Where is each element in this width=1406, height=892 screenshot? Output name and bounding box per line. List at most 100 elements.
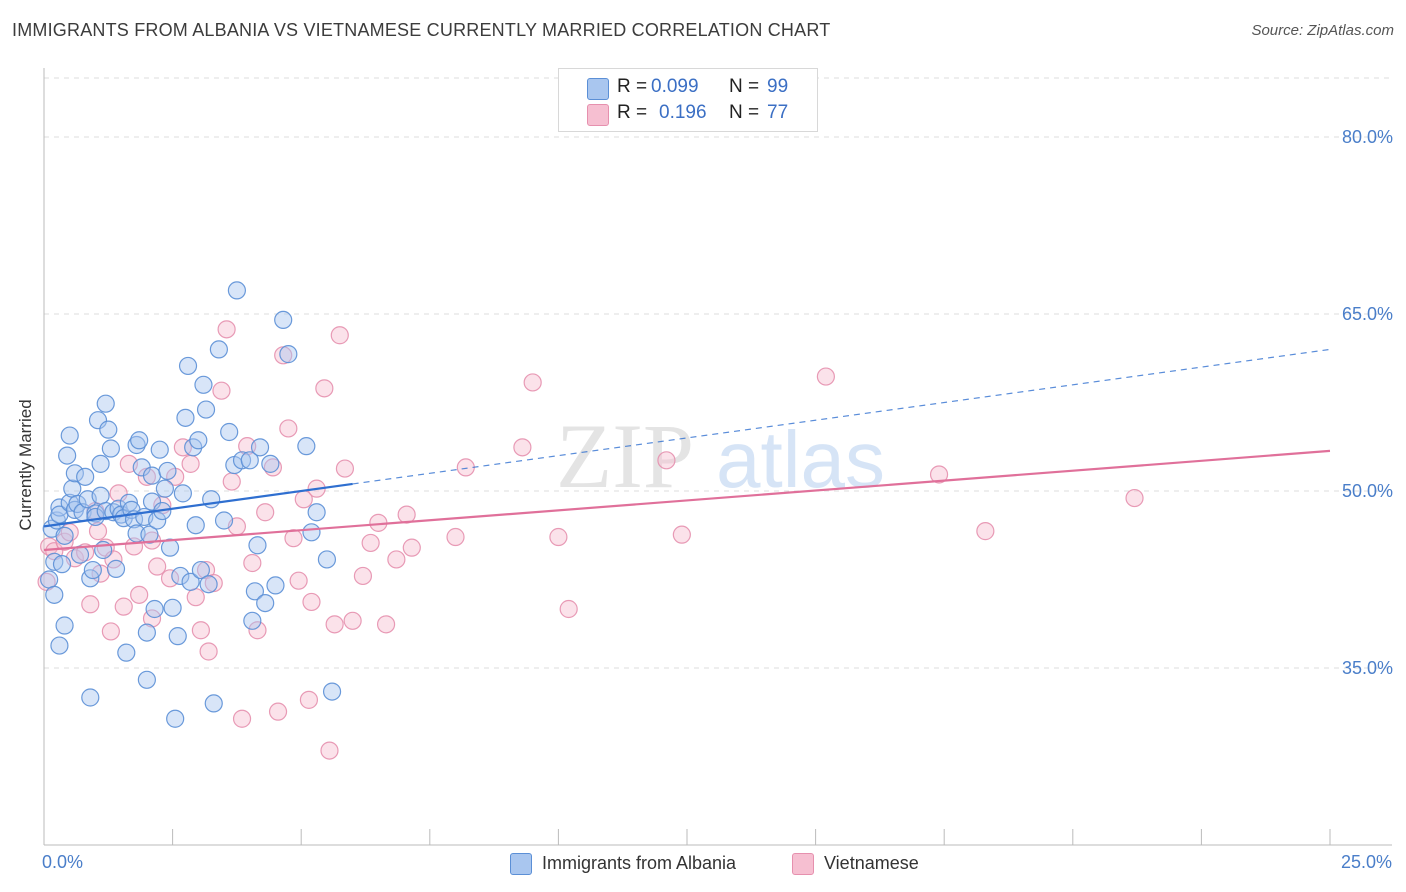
y-tick-label: 80.0% (1342, 127, 1393, 147)
vietnamese-point (88, 522, 108, 541)
albania-point (130, 431, 149, 450)
albania-point (155, 479, 174, 498)
legend-swatch-vietnamese (587, 104, 609, 126)
albania-point (307, 503, 326, 522)
albania-point (127, 435, 146, 455)
x-tick-label-min: 0.0% (42, 852, 84, 872)
y-axis-title-wrap: Currently Married (16, 399, 36, 530)
vietnamese-point (816, 367, 835, 386)
watermark-zip: ZIP (556, 405, 694, 507)
albania-point (176, 408, 195, 427)
vietnamese-point (402, 538, 421, 557)
vietnamese-point (279, 419, 298, 438)
vietnamese-point (248, 621, 267, 640)
albania-point (91, 454, 110, 473)
albania-point (171, 566, 190, 586)
legend-n-value-albania: 99 (767, 76, 789, 97)
albania-point (40, 570, 59, 589)
albania-point (240, 451, 259, 470)
bottom-legend-label-vietnamese: Vietnamese (824, 853, 919, 873)
trend-lines (43, 348, 1331, 552)
albania-point (196, 400, 216, 419)
albania-point (227, 281, 246, 300)
albania-point (83, 560, 102, 580)
albania-point (55, 616, 74, 635)
albania-point (160, 538, 180, 557)
albania-point (106, 559, 126, 578)
vietnamese-point (315, 379, 334, 398)
vietnamese-point (929, 465, 949, 484)
vietnamese-point (523, 373, 542, 392)
albania-point (250, 438, 270, 457)
vietnamese-point (672, 525, 691, 544)
vietnamese-point (976, 522, 995, 541)
y-axis-title: Currently Married (16, 399, 35, 531)
albania-point (191, 560, 210, 580)
axes (43, 68, 1392, 846)
legend-r-label: R = (617, 102, 648, 123)
x-tick-label-max: 25.0% (1340, 852, 1392, 872)
albania-point (50, 498, 69, 517)
vietnamese-point (101, 622, 120, 641)
albania-point (274, 310, 293, 329)
albania-point (119, 493, 138, 512)
albania-trend-line (43, 482, 353, 528)
albania-point (261, 454, 280, 473)
albania-point (55, 526, 74, 545)
albania-point (76, 467, 95, 486)
legend-r-label: R = (617, 76, 648, 97)
vietnamese-point (657, 451, 676, 470)
albania-point (60, 426, 79, 445)
vietnamese-point (186, 588, 205, 607)
vietnamese-point (456, 458, 475, 477)
vietnamese-point (376, 615, 396, 634)
vietnamese-point (335, 459, 355, 478)
albania-point (166, 709, 185, 728)
albania-point (279, 345, 298, 364)
albania-point (142, 466, 162, 485)
vietnamese-points (37, 320, 1144, 760)
vietnamese-point (361, 533, 380, 553)
albania-point (145, 599, 164, 619)
chart-title: IMMIGRANTS FROM ALBANIA VS VIETNAMESE CU… (12, 20, 831, 40)
albania-point (178, 356, 198, 376)
stats-legend: R = 0.099 N = 99 R = 0.196 N = 77 (558, 68, 818, 132)
vietnamese-point (353, 566, 373, 586)
albania-point (140, 525, 159, 544)
vietnamese-point (81, 595, 100, 614)
albania-point (163, 598, 182, 617)
albania-point (65, 464, 84, 483)
vietnamese-point (130, 585, 149, 604)
albania-point (173, 484, 192, 503)
albania-point (317, 550, 337, 569)
albania-point (137, 670, 156, 689)
albania-points (40, 281, 342, 728)
vietnamese-point (212, 381, 231, 400)
albania-point (232, 451, 252, 470)
y-tick-label: 35.0% (1342, 658, 1393, 678)
vietnamese-point (114, 597, 133, 616)
albania-point (58, 446, 77, 465)
vietnamese-point (232, 709, 252, 728)
y-tick-label: 65.0% (1342, 304, 1393, 324)
albania-point (189, 431, 208, 450)
bottom-legend-swatch-albania (510, 853, 532, 875)
albania-point (168, 627, 187, 646)
vietnamese-point (173, 438, 192, 457)
albania-point (209, 340, 228, 359)
albania-point (220, 422, 239, 442)
albania-point (181, 572, 200, 591)
source-credit: Source: ZipAtlas.com (1251, 22, 1394, 39)
legend-swatch-albania (587, 78, 609, 100)
albania-point (99, 420, 118, 439)
albania-point (50, 636, 69, 655)
legend-n-value-vietnamese: 77 (767, 102, 789, 123)
vietnamese-point (513, 438, 532, 457)
y-tick-labels: 35.0% 50.0% 65.0% 80.0% (1342, 127, 1393, 678)
albania-point (266, 576, 285, 595)
vietnamese-point (217, 320, 236, 339)
vietnamese-point (222, 472, 241, 491)
albania-point (96, 394, 115, 413)
albania-point (322, 682, 342, 701)
albania-point (302, 523, 321, 542)
